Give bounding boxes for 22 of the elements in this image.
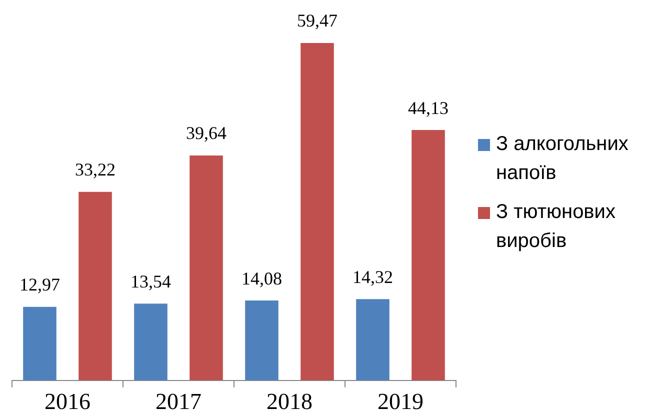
bar <box>412 130 445 380</box>
x-tick-label: 2019 <box>378 389 424 414</box>
bar <box>356 299 390 380</box>
x-tick-label: 2018 <box>266 389 312 414</box>
x-tick-label: 2016 <box>44 389 90 414</box>
data-label: 59,47 <box>297 10 338 31</box>
x-tick-label: 2017 <box>156 389 202 414</box>
bar <box>300 43 334 380</box>
data-label: 12,97 <box>20 274 60 295</box>
data-label: 14,32 <box>352 266 393 287</box>
data-label: 13,54 <box>130 271 171 292</box>
legend-label: З алкогольних напоїв <box>496 132 630 186</box>
data-label: 39,64 <box>186 123 226 144</box>
bar <box>134 304 168 380</box>
legend-label: З тютюнових виробів <box>496 200 616 254</box>
data-label: 14,08 <box>242 268 282 288</box>
bar <box>190 156 223 380</box>
data-label: 44,13 <box>408 98 448 118</box>
data-label: 33,22 <box>75 160 116 180</box>
bar <box>23 306 56 380</box>
bar <box>245 300 278 380</box>
bar <box>78 192 112 380</box>
